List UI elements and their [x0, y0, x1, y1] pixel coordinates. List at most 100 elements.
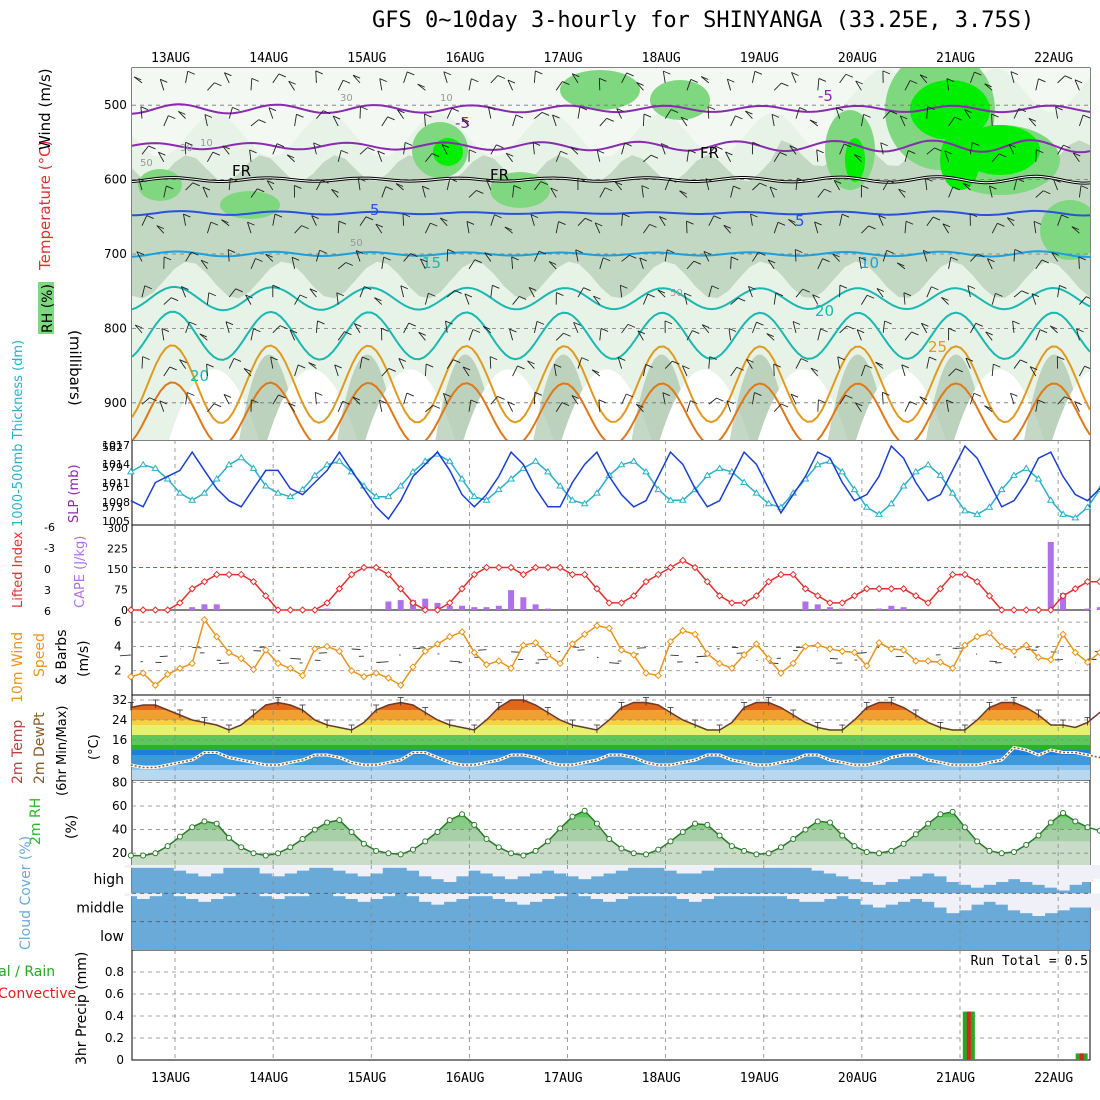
- wind-barb-flag: [268, 107, 277, 112]
- cloud-middle-clear: [983, 893, 997, 902]
- contour-label: 50: [140, 158, 153, 169]
- wind-barb: [596, 150, 601, 162]
- thickness-line-point: [1059, 510, 1067, 517]
- thickness-line-point: [813, 460, 822, 468]
- thickness-line-point: [887, 499, 896, 507]
- lifted-index-line-point: [127, 606, 135, 614]
- wind-barb-flag: [868, 225, 876, 230]
- wind-barb: [1051, 252, 1058, 262]
- wind-barb: [707, 106, 710, 119]
- wind-barb-flag: [445, 320, 453, 325]
- cloud-high-clear: [627, 865, 641, 868]
- rh2m-line-point: [471, 821, 478, 828]
- rh-dry-cone: [267, 369, 358, 440]
- wind-barb: [379, 78, 383, 91]
- date-label-top: 22AUG: [1034, 51, 1073, 66]
- wind-barb: [468, 78, 472, 91]
- wind-barb-flag: [540, 181, 548, 185]
- wind-barb-flag: [289, 329, 298, 334]
- wind-speed-line-point: [777, 669, 785, 677]
- wind-barb-flag: [342, 400, 350, 405]
- wind-barb-flag: [560, 150, 568, 155]
- cape-bar: [422, 598, 429, 610]
- rh2m-line-point: [618, 845, 625, 852]
- thickness-line-point: [654, 485, 663, 493]
- wind-barb-flag: [146, 215, 154, 219]
- wind-barb: [904, 221, 907, 234]
- wind-barb-flag: [810, 367, 819, 372]
- rh2m-line-point: [593, 820, 600, 827]
- wind-barb: [272, 143, 278, 155]
- cloud-high-clear: [480, 865, 494, 874]
- rh2m-line-point: [606, 836, 613, 843]
- wind-barb-flag: [682, 365, 690, 370]
- wind-barb-flag: [641, 185, 650, 190]
- wind-barb-flag: [138, 178, 146, 183]
- lifted-index-line-point: [875, 585, 883, 593]
- wind-barb: [1008, 144, 1015, 155]
- wind-barb-flag: [517, 365, 525, 370]
- cloud-middle-clear: [958, 893, 972, 911]
- wind-barb-flag: [1039, 329, 1048, 334]
- wind-barb: [946, 78, 950, 91]
- rh2m-line-point: [508, 850, 515, 857]
- wind-barb: [442, 393, 448, 405]
- wind-barb-flag: [230, 177, 238, 182]
- rh-dry-cone: [659, 369, 750, 440]
- rh-tick: 80: [112, 775, 127, 789]
- thickness-line-point: [482, 496, 491, 503]
- lifted-tick: -3: [44, 542, 55, 555]
- wind-barb-flag: [855, 80, 863, 85]
- wind-barb-flag: [344, 331, 352, 336]
- wind-barb-flag: [513, 185, 522, 189]
- thickness-tick: 573: [102, 501, 123, 514]
- cloud-high-clear: [1044, 865, 1058, 888]
- rh2m-line-point: [765, 850, 772, 857]
- wind-barb-flag: [489, 356, 498, 361]
- wind-barb-flag: [984, 83, 992, 88]
- wind-speed-line-point: [409, 663, 417, 671]
- wind-barb-flag: [431, 153, 440, 157]
- wind-speed-line-point: [814, 641, 822, 649]
- wind-barb: [621, 72, 628, 84]
- wind-barb-flag: [818, 77, 827, 82]
- rh2m-line-point: [152, 850, 159, 857]
- wind-barb: [462, 366, 470, 377]
- thickness-line-point: [1083, 503, 1092, 510]
- wind-barb: [289, 329, 296, 341]
- rh-dry-cone: [463, 369, 554, 440]
- cloud-high-clear: [198, 865, 212, 877]
- wind-barb: [464, 293, 470, 305]
- wind-barb-flag: [142, 356, 150, 361]
- cloud-high-clear: [345, 865, 359, 874]
- wind-barb: [250, 328, 254, 341]
- wind-barb-flag: [1021, 290, 1029, 295]
- wind-barb: [266, 180, 274, 191]
- cape-bar: [900, 607, 907, 610]
- cloud-high-clear: [308, 865, 322, 868]
- cloud-high-clear: [701, 865, 714, 871]
- surface-wind-barb: [609, 662, 620, 664]
- rh2m-line-point: [863, 849, 870, 856]
- thickness-line-point: [556, 482, 565, 489]
- wind-barb: [159, 400, 165, 412]
- wind-barb-flag: [185, 141, 193, 146]
- wind-barb-flag: [965, 357, 974, 362]
- wind-speed-line-point: [593, 622, 601, 630]
- thickness-line-point: [642, 467, 650, 475]
- wind-barb: [204, 114, 208, 127]
- wind-barb: [860, 364, 866, 377]
- wind-barb: [964, 109, 971, 119]
- temp-color-fill: [132, 700, 1090, 780]
- dewpoint-line: [130, 746, 1100, 769]
- wind-barb-flag: [506, 152, 514, 157]
- wind-barb-flag: [846, 325, 855, 330]
- cloud-high-clear: [909, 865, 923, 877]
- wind-barb-flag: [845, 394, 853, 399]
- wind-barb-flag: [802, 288, 810, 293]
- wind-barb-flag: [466, 221, 475, 225]
- lifted-index-line-point: [912, 592, 920, 600]
- wind-barb-flag: [779, 152, 788, 156]
- wind-barb-flag: [839, 284, 848, 289]
- wind-barb: [817, 258, 823, 270]
